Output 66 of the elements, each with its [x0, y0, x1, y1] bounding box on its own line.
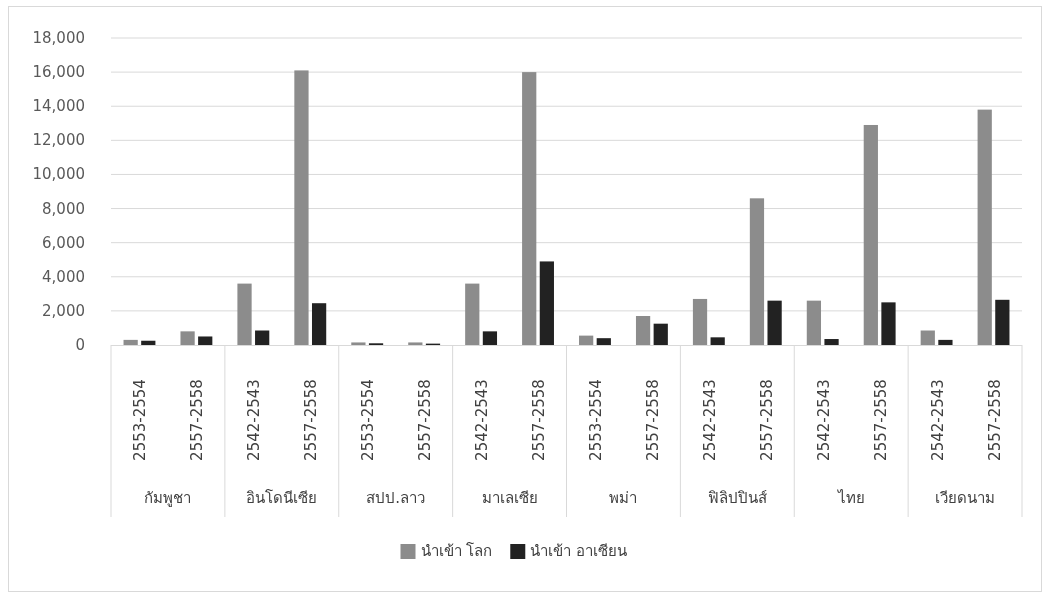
bar [408, 342, 423, 345]
bar [710, 337, 725, 345]
bar [539, 261, 554, 345]
y-tick-label: 18,000 [32, 29, 85, 47]
bar [294, 70, 309, 345]
bar [977, 109, 992, 345]
x-tick-label: 2542-2543 [814, 379, 833, 461]
legend-label: นำเข้า อาเซียน [530, 542, 628, 560]
x-tick-label: 2557-2558 [416, 379, 435, 461]
text: อินโดนีเซีย [246, 489, 318, 507]
bar [749, 198, 765, 345]
bar [767, 300, 782, 345]
x-tick-label: 2542-2543 [928, 379, 947, 461]
bar [123, 339, 138, 345]
y-tick-label: 16,000 [32, 63, 85, 82]
text: สปป.ลาว [366, 489, 426, 507]
y-tick-label: 10,000 [32, 165, 85, 184]
bar [141, 340, 156, 345]
y-tick-label: 6,000 [42, 233, 85, 252]
x-tick-label: 2542-2543 [473, 379, 492, 461]
bar [180, 331, 195, 345]
bar [579, 335, 594, 345]
bar [692, 298, 708, 345]
bar [863, 124, 878, 345]
x-tick-label: 2557-2558 [302, 379, 321, 461]
bar [311, 303, 327, 345]
x-tick-label: 2553-2554 [359, 379, 378, 461]
x-tick-label: 2557-2558 [985, 379, 1004, 461]
y-tick-label: 0 [75, 336, 85, 354]
bar [653, 323, 668, 345]
bar [198, 336, 213, 345]
bar [255, 330, 270, 345]
bar [237, 283, 252, 345]
text: มาเลเซีย [481, 489, 538, 507]
bar [351, 342, 366, 345]
x-tick-label: 2557-2558 [530, 379, 549, 461]
bar [881, 302, 896, 345]
bar [824, 339, 839, 345]
bar [635, 316, 651, 345]
y-tick-label: 14,000 [32, 97, 85, 116]
x-tick-label: 2557-2558 [757, 379, 776, 461]
text: กัมพูชา [144, 489, 192, 507]
x-tick-label: 2557-2558 [871, 379, 890, 461]
bar [465, 283, 480, 345]
text: ไทย [837, 489, 865, 507]
bar [806, 300, 822, 345]
x-tick-label: 2553-2554 [586, 379, 605, 461]
x-tick-label: 2557-2558 [643, 379, 662, 461]
bar [522, 72, 537, 345]
text: ฟิลิปปินส์ [707, 489, 767, 507]
y-tick-label: 2,000 [42, 301, 85, 320]
text: พม่า [609, 489, 638, 507]
x-tick-label: 2542-2543 [700, 379, 719, 461]
bar [482, 331, 498, 345]
bar [938, 339, 953, 345]
bar [596, 338, 611, 345]
x-tick-label: 2553-2554 [131, 379, 150, 461]
y-tick-label: 8,000 [42, 199, 85, 218]
y-tick-label: 4,000 [42, 267, 85, 286]
bar [920, 330, 935, 345]
bar [995, 299, 1010, 345]
y-tick-label: 12,000 [32, 131, 85, 150]
x-tick-label: 2557-2558 [188, 379, 207, 461]
legend-label: นำเข้า โลก [420, 542, 493, 560]
text: เวียดนาม [935, 489, 996, 507]
x-tick-label: 2542-2543 [245, 379, 264, 461]
